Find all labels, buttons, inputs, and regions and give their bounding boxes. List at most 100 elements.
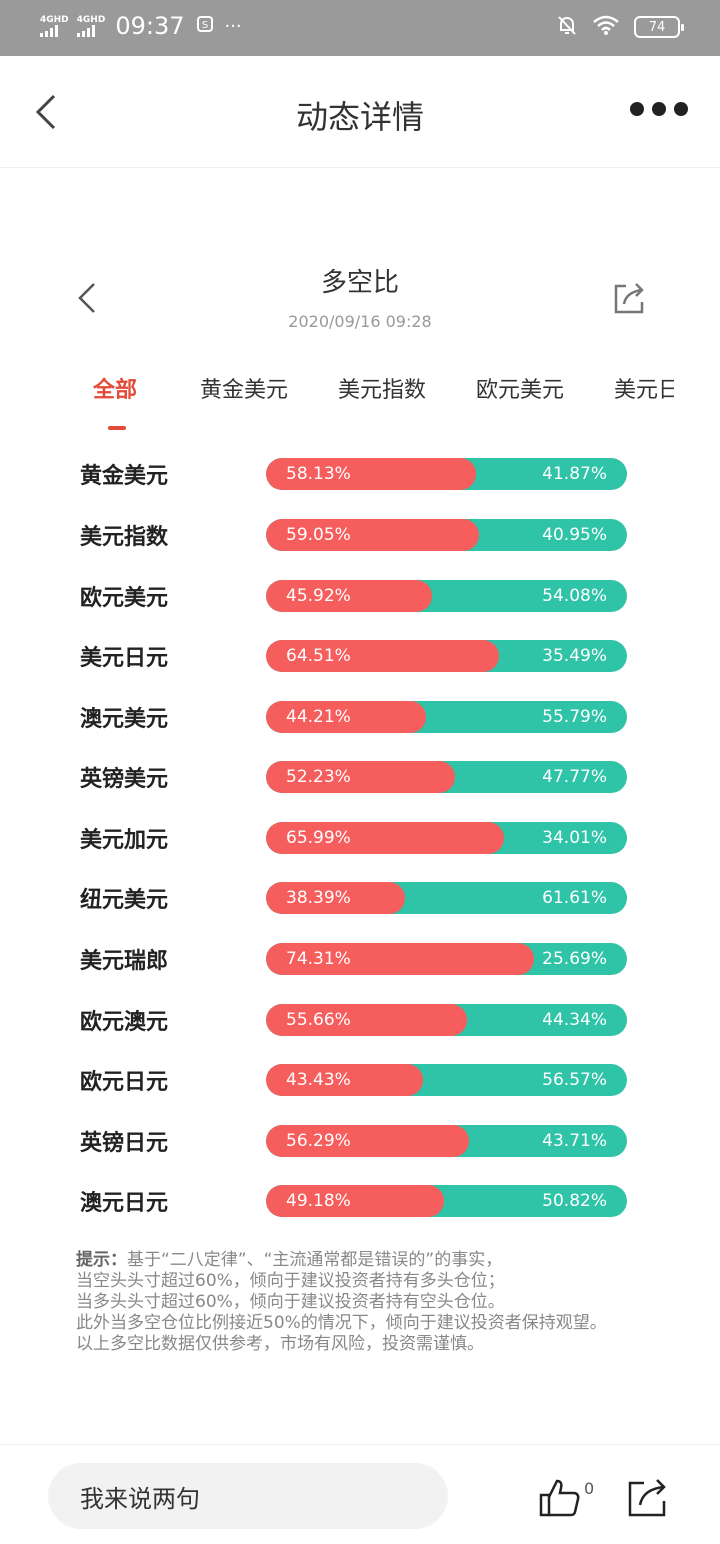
disclaimer-tip: 提示：基于“二八定律”、“主流通常都是错误的”的事实， 当空头头寸超过60%，倾… xyxy=(76,1250,636,1355)
share-icon[interactable] xyxy=(612,280,648,316)
ratio-bar: 49.18% 50.82% xyxy=(266,1185,627,1217)
tip-line-5: 以上多空比数据仅供参考，市场有风险，投资需谨慎。 xyxy=(76,1334,484,1354)
short-percent: 47.77% xyxy=(542,767,607,787)
card-date: 2020/09/16 09:28 xyxy=(288,312,432,331)
short-percent: 55.79% xyxy=(542,707,607,727)
ratio-row: 欧元澳元 55.66% 44.34% xyxy=(0,992,720,1048)
ratio-row: 欧元日元 43.43% 56.57% xyxy=(0,1052,720,1108)
ratio-bar: 44.21% 55.79% xyxy=(266,701,627,733)
tip-line-3: 当多头头寸超过60%，倾向于建议投资者持有空头仓位。 xyxy=(76,1292,505,1312)
bottom-bar: 我来说两句 0 xyxy=(0,1444,720,1544)
short-percent: 56.57% xyxy=(542,1070,607,1090)
mute-bell-icon xyxy=(556,14,578,40)
pair-name: 欧元美元 xyxy=(80,586,169,611)
long-fill xyxy=(266,943,535,975)
pair-name: 欧元澳元 xyxy=(80,1010,169,1035)
ratio-row: 黄金美元 58.13% 41.87% xyxy=(0,446,720,502)
pair-name: 英镑日元 xyxy=(80,1131,169,1156)
ratio-bar: 56.29% 43.71% xyxy=(266,1125,627,1157)
long-percent: 74.31% xyxy=(286,949,351,969)
nav-bar: 动态详情 xyxy=(0,56,720,168)
short-percent: 41.87% xyxy=(542,464,607,484)
pair-name: 美元日元 xyxy=(80,646,169,671)
ratio-row: 欧元美元 45.92% 54.08% xyxy=(0,568,720,624)
long-percent: 45.92% xyxy=(286,586,351,606)
ratio-row: 澳元日元 49.18% 50.82% xyxy=(0,1173,720,1229)
long-fill xyxy=(266,1064,423,1096)
more-notifications-icon: ··· xyxy=(224,15,242,37)
long-percent: 55.66% xyxy=(286,1010,351,1030)
long-percent: 64.51% xyxy=(286,646,351,666)
back-arrow-icon[interactable] xyxy=(30,92,64,132)
status-left: 4GHD 4GHD 09:37 S ··· xyxy=(40,12,252,40)
pair-name: 美元瑞郎 xyxy=(80,949,169,974)
short-percent: 40.95% xyxy=(542,525,607,545)
pair-name: 英镑美元 xyxy=(80,767,169,792)
short-percent: 35.49% xyxy=(542,646,607,666)
pair-name: 美元加元 xyxy=(80,828,169,853)
card-back-icon[interactable] xyxy=(74,278,102,318)
pair-name: 澳元日元 xyxy=(80,1191,169,1216)
long-percent: 59.05% xyxy=(286,525,351,545)
short-percent: 50.82% xyxy=(542,1191,607,1211)
bottom-share-icon[interactable] xyxy=(626,1475,670,1519)
ratio-bar: 45.92% 54.08% xyxy=(266,580,627,612)
ratio-bar: 74.31% 25.69% xyxy=(266,943,627,975)
ratio-row: 美元日元 64.51% 35.49% xyxy=(0,628,720,684)
ratio-row: 英镑美元 52.23% 47.77% xyxy=(0,749,720,805)
long-percent: 65.99% xyxy=(286,828,351,848)
ratio-bar: 43.43% 56.57% xyxy=(266,1064,627,1096)
category-tabs: 全部 黄金美元 美元指数 欧元美元 美元日元 xyxy=(0,366,674,436)
long-percent: 49.18% xyxy=(286,1191,351,1211)
tip-line-1: 提示：基于“二八定律”、“主流通常都是错误的”的事实， xyxy=(76,1250,503,1270)
long-percent: 43.43% xyxy=(286,1070,351,1090)
tab-all[interactable]: 全部 xyxy=(93,378,138,403)
long-percent: 56.29% xyxy=(286,1131,351,1151)
pair-name: 纽元美元 xyxy=(80,888,169,913)
battery-icon: 74 xyxy=(634,16,684,38)
thumbs-up-icon[interactable] xyxy=(538,1475,582,1519)
status-time: 09:37 xyxy=(115,12,185,40)
ratio-bar: 52.23% 47.77% xyxy=(266,761,627,793)
card-header: 多空比 2020/09/16 09:28 xyxy=(0,256,720,346)
pair-name: 欧元日元 xyxy=(80,1070,169,1095)
ratio-bar: 59.05% 40.95% xyxy=(266,519,627,551)
tab-usd-index[interactable]: 美元指数 xyxy=(338,378,427,403)
short-percent: 25.69% xyxy=(542,949,607,969)
tab-eur-usd[interactable]: 欧元美元 xyxy=(476,378,565,403)
long-fill xyxy=(266,761,455,793)
tip-line-4: 此外当多空仓位比例接近50%的情况下，倾向于建议投资者保持观望。 xyxy=(76,1313,607,1333)
card-title: 多空比 xyxy=(320,268,399,298)
short-percent: 44.34% xyxy=(542,1010,607,1030)
wifi-icon xyxy=(592,14,620,40)
tip-label: 提示： xyxy=(76,1250,127,1270)
long-percent: 52.23% xyxy=(286,767,351,787)
notification-app-icon: S xyxy=(196,15,214,38)
ratio-row: 美元指数 59.05% 40.95% xyxy=(0,507,720,563)
ratio-bar: 64.51% 35.49% xyxy=(266,640,627,672)
ratio-row: 美元加元 65.99% 34.01% xyxy=(0,810,720,866)
long-fill xyxy=(266,1185,444,1217)
long-fill xyxy=(266,882,405,914)
ratio-bar: 38.39% 61.61% xyxy=(266,882,627,914)
tab-usd-jpy[interactable]: 美元日元 xyxy=(614,378,674,403)
short-percent: 54.08% xyxy=(542,586,607,606)
svg-text:S: S xyxy=(202,20,208,31)
signal-icon-2: 4GHD xyxy=(76,15,105,37)
long-fill xyxy=(266,458,476,490)
long-fill xyxy=(266,580,432,612)
like-count: 0 xyxy=(584,1479,595,1498)
ratio-row: 美元瑞郎 74.31% 25.69% xyxy=(0,931,720,987)
ratio-row: 英镑日元 56.29% 43.71% xyxy=(0,1113,720,1169)
short-percent: 61.61% xyxy=(542,888,607,908)
more-options-icon[interactable] xyxy=(630,102,688,116)
active-tab-indicator xyxy=(108,426,126,430)
long-fill xyxy=(266,701,426,733)
long-fill xyxy=(266,640,499,672)
signal-icon: 4GHD xyxy=(40,15,69,37)
comment-input[interactable]: 我来说两句 xyxy=(48,1463,448,1529)
status-right: 74 xyxy=(556,14,684,40)
pair-name: 澳元美元 xyxy=(80,707,169,732)
pair-name: 黄金美元 xyxy=(80,464,169,489)
tab-gold-usd[interactable]: 黄金美元 xyxy=(200,378,289,403)
